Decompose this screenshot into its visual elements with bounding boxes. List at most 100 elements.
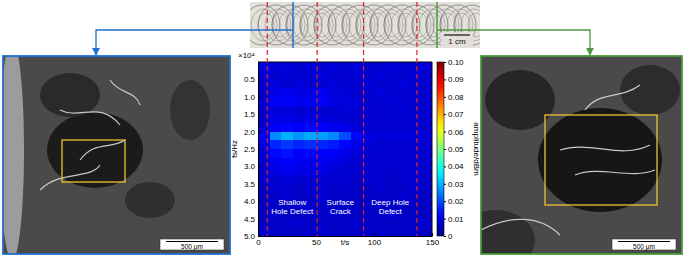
heatmap-cell	[351, 140, 363, 149]
heatmap-cell	[409, 132, 421, 141]
heatmap-cell	[328, 158, 340, 167]
heatmap-cell	[339, 106, 351, 115]
heatmap-cell	[397, 149, 409, 158]
heatmap-cell	[420, 123, 432, 132]
heatmap-cell	[270, 227, 282, 236]
micrograph-streak	[575, 170, 655, 175]
heatmap-cell	[293, 184, 305, 193]
colorbar-axis-tick: 0.03	[444, 180, 464, 189]
heatmap-cell	[397, 79, 409, 88]
heatmap-cell	[270, 140, 282, 149]
heatmap-cell	[397, 175, 409, 184]
heatmap-cell	[281, 106, 293, 115]
heatmap-cell	[409, 184, 421, 193]
x-axis: 050100150	[256, 233, 439, 247]
heatmap-cell	[281, 227, 293, 236]
heatmap-cell	[351, 114, 363, 123]
colorbar-axis: 00.010.020.030.040.050.060.070.080.090.1…	[444, 58, 464, 241]
colorbar	[437, 62, 444, 236]
swirl	[370, 5, 406, 45]
y-axis: 0.51.01.52.02.53.03.54.04.55.0	[244, 63, 261, 242]
swirl	[342, 5, 378, 45]
micrograph-feature	[620, 65, 680, 115]
heatmap-cell	[328, 132, 340, 141]
heatmap-cell	[397, 71, 409, 80]
x-axis-tick-label: 100	[368, 238, 382, 247]
figure: 1 cm500 μm500 μm0501001500.51.01.52.02.5…	[0, 0, 685, 257]
photo-background	[250, 2, 480, 48]
heatmap-cell	[281, 166, 293, 175]
y-axis-tick: 5.0	[244, 232, 261, 241]
heatmap-cell	[270, 114, 282, 123]
heatmap-cell	[386, 227, 398, 236]
colorbar-axis-tick: 0.07	[444, 110, 464, 119]
heatmap-cell	[420, 114, 432, 123]
heatmap-cell	[409, 227, 421, 236]
x-axis-tick-label: 50	[312, 238, 321, 247]
heatmap-cell	[293, 149, 305, 158]
heatmap-cell	[409, 123, 421, 132]
colorbar-axis-tick-mark	[444, 114, 446, 115]
heatmap-cell	[270, 166, 282, 175]
heatmap-cell	[304, 158, 316, 167]
heatmap-cell	[386, 140, 398, 149]
swirl	[251, 9, 277, 41]
y-axis-tick-label: 5.0	[244, 232, 256, 241]
swirl	[300, 13, 316, 37]
colorbar-axis-tick-mark	[444, 166, 446, 167]
heatmap-cell	[304, 184, 316, 193]
swirl	[307, 9, 333, 41]
y-axis-multiplier: ×10⁴	[238, 51, 256, 60]
colorbar-axis-tick-mark	[444, 219, 446, 220]
heatmap-cell	[420, 97, 432, 106]
swirl	[272, 5, 308, 45]
heatmap-cell	[293, 106, 305, 115]
micrograph-border	[3, 56, 230, 254]
heatmap-cell	[304, 132, 316, 141]
heatmap-cell	[420, 201, 432, 210]
y-axis-tick-mark	[258, 219, 261, 220]
heatmap-cell	[374, 184, 386, 193]
heatmap-cell	[281, 132, 293, 141]
x-axis-tick: 100	[368, 233, 382, 247]
heatmap-cell	[293, 114, 305, 123]
heatmap-cell	[270, 106, 282, 115]
heatmap-cell	[270, 184, 282, 193]
x-axis-tick-mark	[374, 233, 375, 236]
heatmap-cell	[386, 166, 398, 175]
y-axis-tick-mark	[258, 149, 261, 150]
y-axis-tick: 0.5	[244, 75, 261, 84]
colorbar-axis-line	[444, 63, 445, 237]
heatmap-cell	[351, 79, 363, 88]
heatmap-cell	[339, 166, 351, 175]
heatmap-cell	[420, 193, 432, 202]
heatmap-cell	[420, 79, 432, 88]
heatmap-cell	[374, 158, 386, 167]
heatmap-cell	[397, 158, 409, 167]
colorbar-axis-tick-mark	[444, 79, 446, 80]
heatmap-cell	[351, 166, 363, 175]
heatmap-cell	[420, 71, 432, 80]
scale-box	[612, 239, 676, 250]
heatmap-cell	[420, 106, 432, 115]
heatmap-cell	[386, 106, 398, 115]
heatmap-cell	[281, 184, 293, 193]
heatmap-cell	[270, 149, 282, 158]
heatmap-cell	[420, 88, 432, 97]
heatmap-cell	[270, 158, 282, 167]
heatmap-cell	[374, 88, 386, 97]
right-micrograph-image	[481, 56, 682, 254]
heatmap-cell	[339, 88, 351, 97]
divider-line	[416, 2, 417, 236]
heatmap-cell	[397, 132, 409, 141]
swirl	[440, 5, 476, 45]
heatmap-cell	[409, 114, 421, 123]
y-axis-tick-label: 3.0	[244, 162, 256, 171]
region-label: SurfaceCrack	[327, 198, 355, 216]
swirl	[342, 13, 358, 37]
heatmap-cell	[420, 166, 432, 175]
swirl	[279, 9, 305, 41]
colorbar-axis-tick-mark	[444, 97, 446, 98]
swirl	[412, 13, 428, 37]
micrograph-ground	[3, 56, 230, 254]
